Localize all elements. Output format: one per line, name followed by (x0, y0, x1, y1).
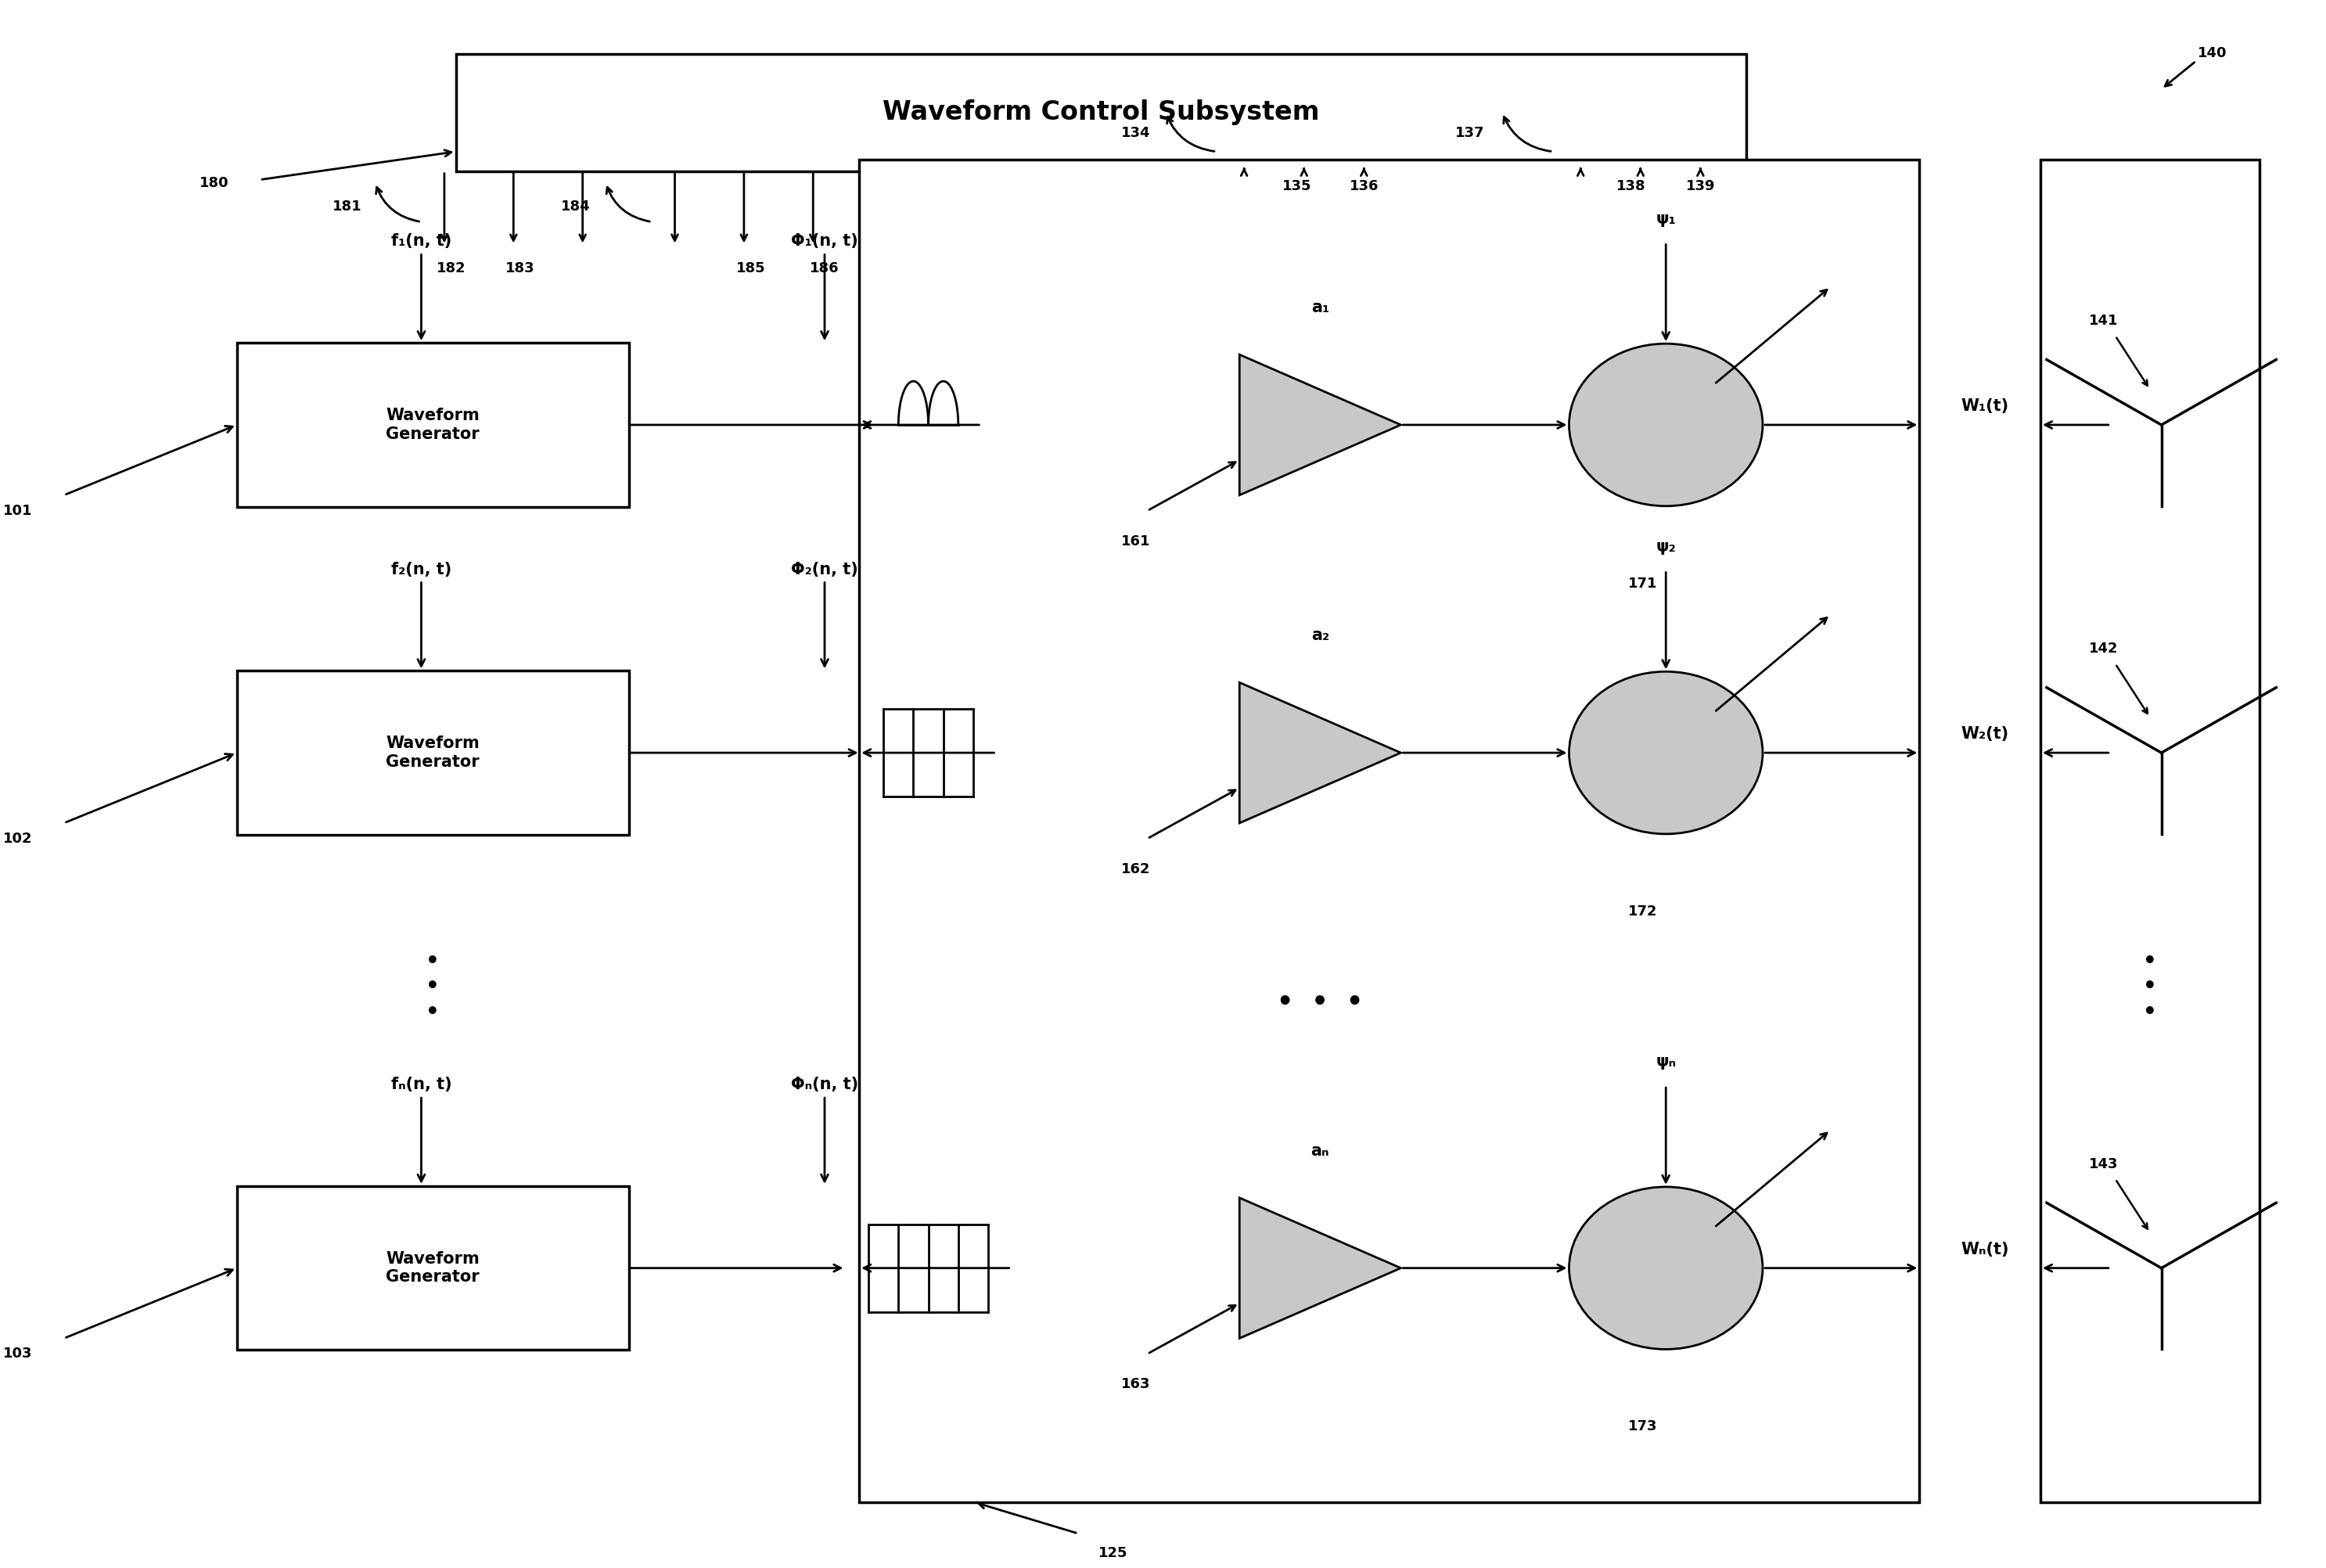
Text: 162: 162 (1121, 862, 1151, 877)
Text: aₙ: aₙ (1312, 1143, 1330, 1159)
Text: 139: 139 (1686, 179, 1714, 193)
Text: Waveform Control Subsystem: Waveform Control Subsystem (882, 100, 1319, 125)
Text: •  •  •: • • • (1277, 989, 1363, 1016)
Text: 182: 182 (437, 262, 465, 276)
Text: 141: 141 (2089, 314, 2119, 328)
Ellipse shape (1570, 1187, 1763, 1348)
Text: Waveform
Generator: Waveform Generator (386, 408, 479, 442)
Text: Φ₁(n, t): Φ₁(n, t) (791, 234, 858, 249)
Text: 102: 102 (2, 831, 33, 845)
Ellipse shape (1570, 343, 1763, 506)
Text: f₁(n, t): f₁(n, t) (391, 234, 451, 249)
Text: 136: 136 (1349, 179, 1379, 193)
Text: 101: 101 (2, 503, 33, 517)
Polygon shape (1240, 1198, 1400, 1339)
Text: W₂(t): W₂(t) (1961, 726, 2010, 742)
Text: 173: 173 (1628, 1419, 1658, 1433)
Text: 134: 134 (1121, 125, 1151, 140)
Text: 140: 140 (2198, 45, 2226, 60)
Text: W₁(t): W₁(t) (1961, 398, 2010, 414)
Text: 171: 171 (1628, 577, 1658, 591)
Text: 103: 103 (2, 1347, 33, 1361)
Text: Φₙ(n, t): Φₙ(n, t) (791, 1077, 858, 1093)
Text: 163: 163 (1121, 1377, 1151, 1391)
Text: 183: 183 (505, 262, 535, 276)
Text: 161: 161 (1121, 535, 1151, 549)
Bar (456, 53, 1747, 171)
Text: ψ₁: ψ₁ (1656, 212, 1677, 226)
Text: 181: 181 (333, 199, 363, 213)
Text: 142: 142 (2089, 641, 2119, 655)
Text: ψ₂: ψ₂ (1656, 539, 1677, 555)
Text: 185: 185 (735, 262, 765, 276)
Polygon shape (1240, 354, 1400, 495)
Text: 135: 135 (1282, 179, 1312, 193)
Ellipse shape (1570, 671, 1763, 834)
Bar (237, 1185, 628, 1350)
Text: 172: 172 (1628, 905, 1658, 919)
Text: Wₙ(t): Wₙ(t) (1961, 1242, 2010, 1258)
Text: Φ₂(n, t): Φ₂(n, t) (791, 561, 858, 577)
Text: 186: 186 (809, 262, 840, 276)
Bar (237, 671, 628, 834)
Text: 180: 180 (200, 176, 228, 190)
Bar (858, 160, 1919, 1502)
Text: Waveform
Generator: Waveform Generator (386, 1251, 479, 1284)
Text: f₂(n, t): f₂(n, t) (391, 561, 451, 577)
Bar (2040, 160, 2259, 1502)
Text: 143: 143 (2089, 1157, 2119, 1171)
Bar (237, 343, 628, 506)
Text: 184: 184 (561, 199, 591, 213)
Text: •
•
•: • • • (2142, 950, 2156, 1024)
Text: a₁: a₁ (1312, 299, 1328, 315)
Text: •
•
•: • • • (426, 950, 440, 1024)
Text: a₂: a₂ (1312, 627, 1328, 643)
Text: 125: 125 (1098, 1546, 1128, 1560)
Text: 138: 138 (1617, 179, 1647, 193)
Text: 137: 137 (1456, 125, 1484, 140)
Polygon shape (1240, 682, 1400, 823)
Text: Waveform
Generator: Waveform Generator (386, 735, 479, 770)
Text: ψₙ: ψₙ (1656, 1054, 1677, 1069)
Text: fₙ(n, t): fₙ(n, t) (391, 1077, 451, 1093)
